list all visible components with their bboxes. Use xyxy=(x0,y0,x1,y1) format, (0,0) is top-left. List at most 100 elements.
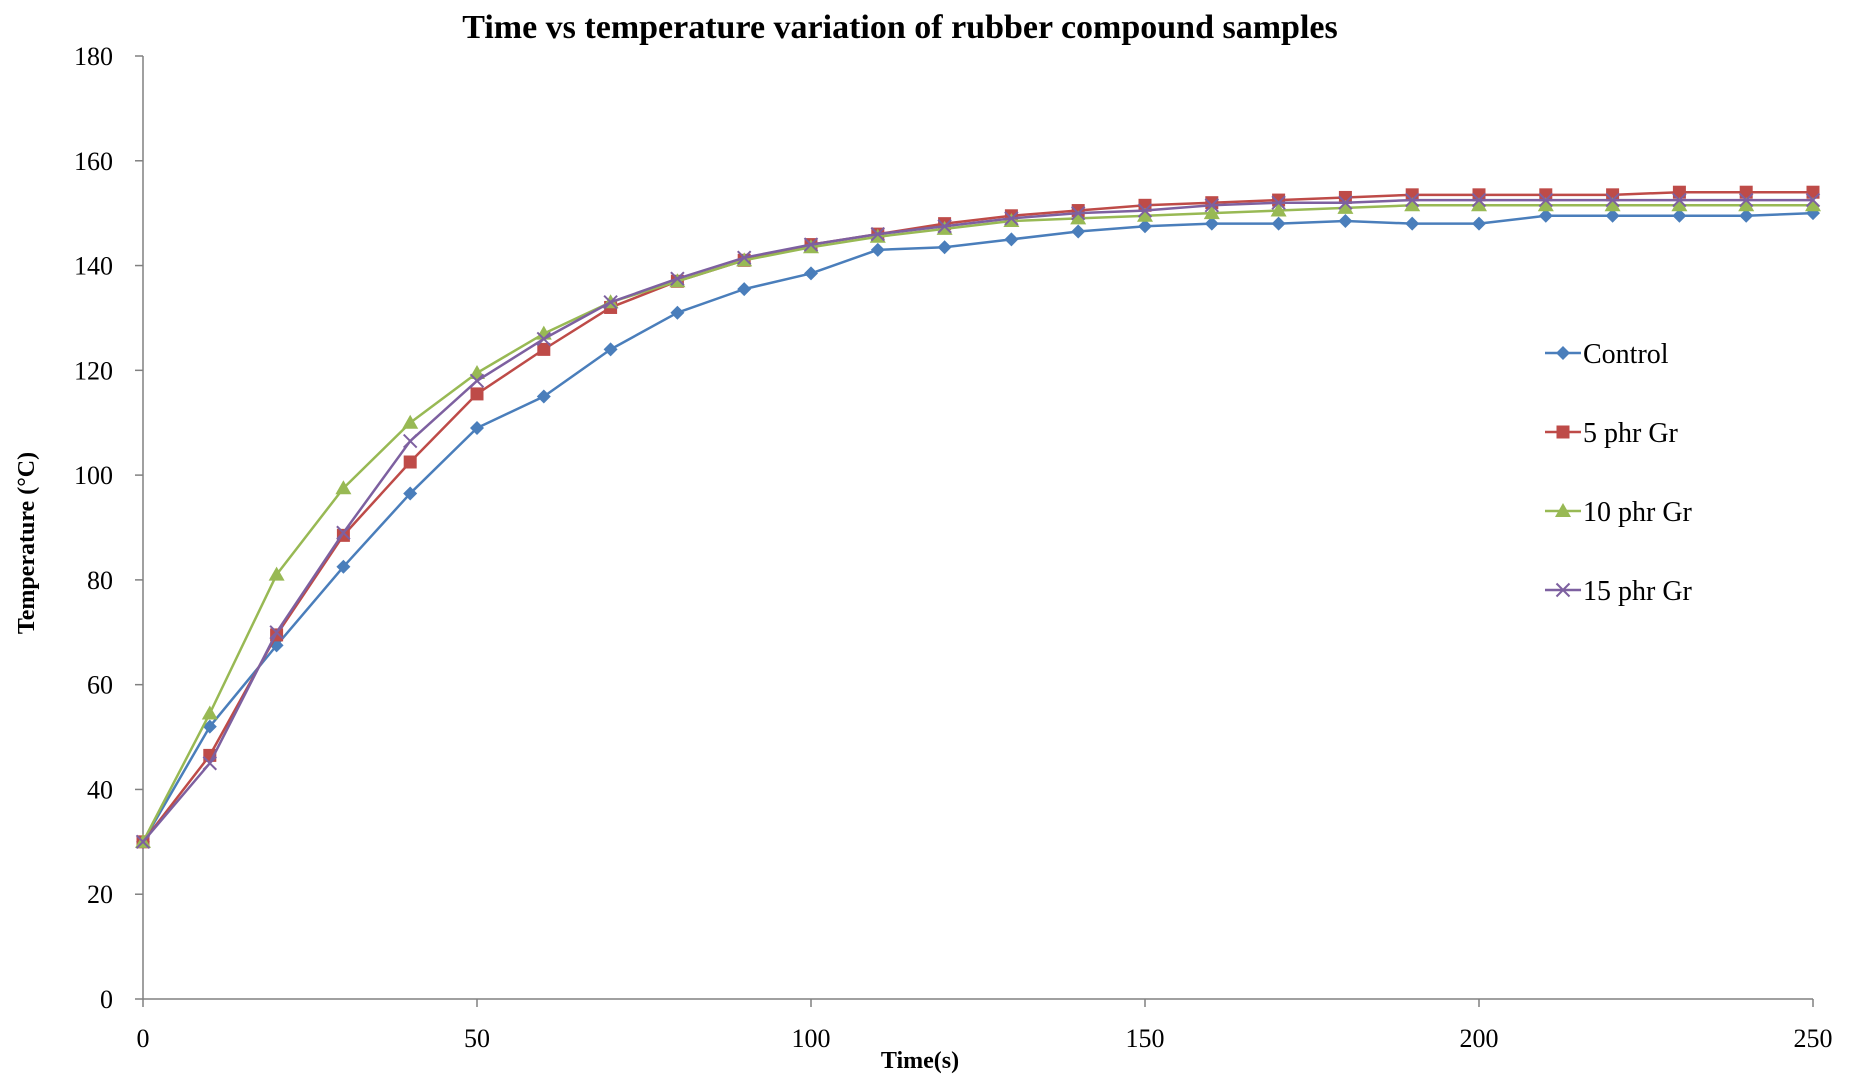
data-point-control xyxy=(1538,208,1553,223)
data-point-15-phr-gr xyxy=(336,525,351,540)
data-point-15-phr-gr xyxy=(1338,195,1353,210)
legend-marker xyxy=(1556,425,1570,439)
data-point-control xyxy=(1405,216,1420,231)
data-point-control xyxy=(1004,232,1019,247)
x-marker-stroke xyxy=(1137,203,1153,218)
x-marker-stroke xyxy=(1738,192,1754,208)
legend-marker xyxy=(1555,582,1571,598)
legend-label: 15 phr Gr xyxy=(1583,576,1693,607)
x-tick-label: 100 xyxy=(792,1024,831,1053)
data-point-10-phr-gr xyxy=(1070,210,1087,225)
x-marker-stroke xyxy=(1271,195,1286,210)
legend-item-10-phr-gr: 10 phr Gr xyxy=(1545,497,1693,528)
data-point-control xyxy=(1338,214,1353,229)
data-point-control xyxy=(1605,208,1620,223)
y-tick-label: 120 xyxy=(74,356,113,385)
y-tick-label: 160 xyxy=(74,147,113,176)
legend-item-5-phr-gr: 5 phr Gr xyxy=(1545,418,1679,449)
data-point-10-phr-gr xyxy=(335,480,352,495)
data-point-control xyxy=(804,266,818,281)
data-point-15-phr-gr xyxy=(402,433,418,449)
x-marker-stroke xyxy=(1404,192,1420,208)
legend-marker xyxy=(1555,503,1571,517)
data-point-15-phr-gr xyxy=(937,219,952,234)
x-marker-stroke xyxy=(1555,582,1571,598)
data-point-15-phr-gr xyxy=(1137,203,1153,218)
data-point-control xyxy=(1739,208,1754,223)
series-15-phr-gr xyxy=(135,192,1821,850)
legend-item-15-phr-gr: 15 phr Gr xyxy=(1545,576,1693,607)
series-10-phr-gr xyxy=(135,197,1821,848)
x-marker-stroke xyxy=(402,433,418,449)
data-point-15-phr-gr xyxy=(870,226,886,242)
data-point-control xyxy=(603,342,618,357)
y-tick-label: 80 xyxy=(87,566,113,595)
data-point-15-phr-gr xyxy=(1738,192,1754,208)
series-line-10-phr-gr xyxy=(141,204,1813,843)
legend-marker xyxy=(1556,346,1570,360)
data-point-control xyxy=(737,282,752,297)
data-point-control xyxy=(536,389,551,404)
legend-item-control: Control xyxy=(1545,339,1669,370)
legend: Control 5 phr Gr 10 phr Gr 15 phr Gr xyxy=(1545,339,1693,607)
data-point-15-phr-gr xyxy=(670,271,685,286)
data-point-control xyxy=(1672,208,1687,223)
data-point-15-phr-gr xyxy=(269,625,284,640)
chart-title: Time vs temperature variation of rubber … xyxy=(462,9,1337,46)
legend-label: Control xyxy=(1583,339,1669,370)
data-point-15-phr-gr xyxy=(1070,205,1086,221)
x-marker-stroke xyxy=(269,625,284,640)
x-marker-stroke xyxy=(536,331,552,347)
data-point-10-phr-gr xyxy=(1604,197,1621,212)
x-marker-stroke xyxy=(670,271,685,286)
data-point-15-phr-gr xyxy=(1672,192,1687,208)
x-marker-stroke xyxy=(1805,192,1821,208)
x-marker-stroke xyxy=(870,226,886,242)
data-point-control xyxy=(470,420,484,435)
data-point-5-phr-gr xyxy=(470,387,484,401)
data-point-10-phr-gr xyxy=(1805,197,1821,212)
x-marker-stroke xyxy=(1004,211,1019,226)
data-point-10-phr-gr xyxy=(1203,205,1220,220)
data-point-10-phr-gr xyxy=(1671,197,1688,212)
data-point-control xyxy=(870,242,885,257)
y-tick-label: 100 xyxy=(74,461,113,490)
data-point-control xyxy=(1071,224,1086,239)
series-layer xyxy=(135,185,1821,850)
data-point-15-phr-gr xyxy=(1004,211,1019,226)
x-tick-label: 50 xyxy=(464,1024,490,1053)
x-tick-label: 150 xyxy=(1126,1024,1165,1053)
x-tick-label: 200 xyxy=(1460,1024,1499,1053)
x-marker-stroke xyxy=(1672,192,1687,208)
x-marker-stroke xyxy=(202,756,218,771)
data-point-10-phr-gr xyxy=(1738,197,1755,212)
x-tick-label: 250 xyxy=(1794,1024,1833,1053)
series-line-15-phr-gr xyxy=(142,198,1813,843)
data-point-15-phr-gr xyxy=(1538,192,1554,208)
legend-label: 5 phr Gr xyxy=(1583,418,1679,449)
data-point-control xyxy=(1472,216,1486,231)
data-point-15-phr-gr xyxy=(603,295,618,310)
x-marker-stroke xyxy=(336,525,351,540)
series-control xyxy=(136,206,1820,849)
data-point-15-phr-gr xyxy=(1805,192,1821,208)
y-tick-label: 180 xyxy=(74,42,113,71)
axes: 0 20 40 60 80 100 120 140 160 180 0 50 100 150 200 250 xyxy=(74,42,1833,1053)
series-line-control xyxy=(141,211,1814,843)
data-point-15-phr-gr xyxy=(736,250,752,265)
data-point-15-phr-gr xyxy=(1271,195,1286,210)
data-point-15-phr-gr xyxy=(1204,198,1220,213)
x-marker-stroke xyxy=(736,250,752,265)
data-point-15-phr-gr xyxy=(135,834,151,850)
data-point-control xyxy=(937,240,952,255)
data-point-control xyxy=(1138,219,1152,234)
x-marker-stroke xyxy=(1538,192,1554,208)
x-tick-label: 0 xyxy=(137,1024,150,1053)
data-point-15-phr-gr xyxy=(803,237,819,252)
data-point-control xyxy=(1204,216,1219,231)
x-axis-label: Time(s) xyxy=(881,1048,959,1074)
data-point-10-phr-gr xyxy=(1137,207,1153,222)
y-tick-label: 40 xyxy=(87,775,113,804)
